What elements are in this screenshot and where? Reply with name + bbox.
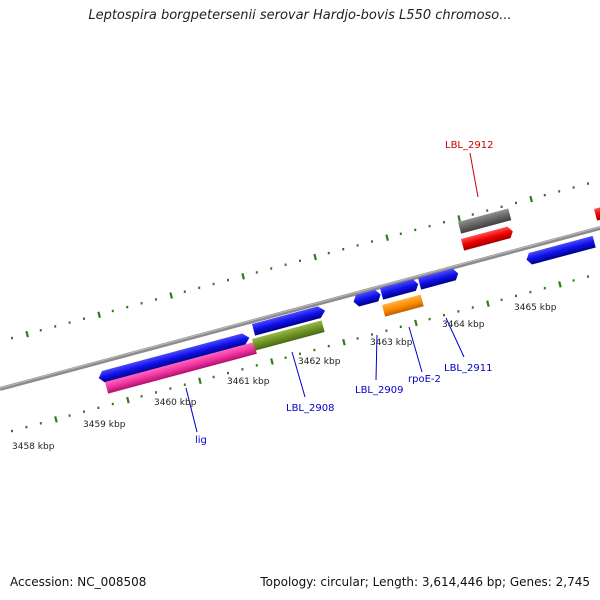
- major-tick: [241, 273, 245, 280]
- major-tick: [457, 215, 461, 222]
- scale-label-3462: 3462 kbp: [298, 357, 341, 367]
- scale-label-3464: 3464 kbp: [442, 320, 485, 330]
- chromosome-backbone: [0, 226, 600, 391]
- gene-label-lbl2908[interactable]: LBL_2908: [286, 403, 334, 414]
- gene-feature-blue-5[interactable]: [418, 268, 460, 290]
- gene-feature-blue-6[interactable]: [525, 235, 596, 266]
- chromosome-backbone-highlight: [0, 226, 600, 389]
- gene-feature-red-edge[interactable]: [594, 205, 600, 221]
- gene-label-lbl2912[interactable]: LBL_2912: [445, 140, 493, 151]
- feature-track: [97, 205, 600, 394]
- accession-text: Accession: NC_008508: [10, 575, 147, 589]
- lower-tick-row: [11, 275, 589, 433]
- major-tick: [313, 253, 317, 261]
- major-tick: [385, 234, 389, 241]
- gene-feature-blue-4[interactable]: [380, 278, 420, 300]
- genome-stats-text: Topology: circular; Length: 3,614,446 bp…: [260, 575, 590, 589]
- scale-label-3458: 3458 kbp: [12, 442, 55, 452]
- major-tick: [126, 396, 130, 404]
- label-leaders: [185, 152, 479, 433]
- scale-label-3463: 3463 kbp: [370, 338, 413, 348]
- major-tick: [342, 338, 346, 346]
- gene-feature-red[interactable]: [461, 226, 514, 251]
- major-tick: [558, 281, 562, 288]
- major-tick: [169, 292, 173, 299]
- major-tick: [486, 300, 490, 307]
- major-tick: [198, 377, 202, 385]
- gene-feature-rpoe2[interactable]: [382, 294, 424, 317]
- gene-feature-blue-1[interactable]: [97, 332, 251, 384]
- major-tick: [414, 319, 418, 327]
- gene-feature-gray[interactable]: [458, 208, 512, 234]
- major-tick: [97, 311, 101, 319]
- major-tick: [25, 330, 29, 338]
- gene-label-lig[interactable]: lig: [195, 435, 207, 446]
- major-tick: [54, 416, 58, 423]
- gene-feature-lbl2908[interactable]: [252, 320, 325, 351]
- scale-label-3465: 3465 kbp: [514, 303, 557, 313]
- gene-feature-blue-2[interactable]: [252, 305, 327, 336]
- gene-label-lbl2911[interactable]: LBL_2911: [444, 363, 492, 374]
- map-title: Leptospira borgpetersenii serovar Hardjo…: [88, 8, 512, 23]
- gene-feature-blue-3[interactable]: [352, 289, 382, 308]
- major-tick: [270, 358, 274, 365]
- gene-label-lbl2909[interactable]: LBL_2909: [355, 385, 403, 396]
- scale-label-3461: 3461 kbp: [227, 377, 270, 387]
- gene-feature-lig[interactable]: [105, 342, 257, 394]
- upper-tick-row: [11, 182, 589, 340]
- major-tick: [529, 195, 533, 203]
- gene-label-rpoe2[interactable]: rpoE-2: [408, 374, 441, 385]
- scale-label-3459: 3459 kbp: [83, 420, 126, 430]
- scale-label-3460: 3460 kbp: [154, 398, 197, 408]
